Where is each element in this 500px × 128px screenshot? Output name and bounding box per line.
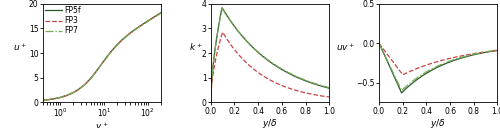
Y-axis label: $u^+$: $u^+$ xyxy=(14,41,28,53)
Line: FP7: FP7 xyxy=(42,13,161,100)
Line: FP3: FP3 xyxy=(42,13,161,100)
Y-axis label: $uv^+$: $uv^+$ xyxy=(336,41,355,53)
X-axis label: $y/\delta$: $y/\delta$ xyxy=(430,117,446,128)
FP7 xyxy=(54,98,60,99)
FP3 xyxy=(78,87,84,88)
FP5f xyxy=(86,79,92,81)
Legend: FP5f, FP3, FP7: FP5f, FP3, FP7 xyxy=(44,5,82,36)
FP5f xyxy=(40,100,46,101)
FP7 xyxy=(126,34,132,35)
FP5f xyxy=(78,87,84,88)
FP3 xyxy=(125,34,131,36)
FP5f xyxy=(158,12,164,13)
FP5f xyxy=(125,34,131,35)
FP3 xyxy=(40,100,46,101)
X-axis label: $y/\delta$: $y/\delta$ xyxy=(262,117,278,128)
FP7 xyxy=(40,100,46,101)
FP5f xyxy=(54,97,60,99)
FP7 xyxy=(158,12,164,14)
FP3 xyxy=(114,44,120,46)
FP7 xyxy=(86,79,92,81)
FP3 xyxy=(158,12,164,14)
FP7 xyxy=(114,44,120,46)
Y-axis label: $k^+$: $k^+$ xyxy=(190,41,203,53)
FP3 xyxy=(126,34,132,35)
FP7 xyxy=(78,87,84,88)
FP7 xyxy=(125,34,131,36)
FP3 xyxy=(54,98,60,99)
FP5f xyxy=(114,44,120,46)
X-axis label: $y^+$: $y^+$ xyxy=(95,120,108,128)
Line: FP5f: FP5f xyxy=(42,13,161,100)
FP3 xyxy=(86,79,92,81)
FP5f xyxy=(126,34,132,35)
